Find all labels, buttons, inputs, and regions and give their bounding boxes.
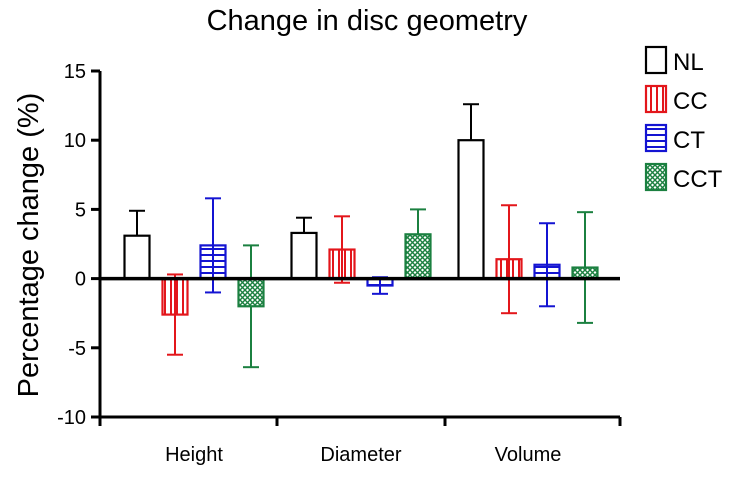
bar-cct-height xyxy=(237,277,265,308)
bar-cct-diameter xyxy=(404,233,432,280)
y-tick-label: 5 xyxy=(75,199,86,221)
legend-label-ct: CT xyxy=(673,127,705,154)
bar-cc-diameter xyxy=(328,248,356,280)
legend-swatch-nl xyxy=(644,45,668,75)
chart-title: Change in disc geometry xyxy=(207,5,528,37)
y-tick-label: 10 xyxy=(64,130,86,152)
bar-nl-volume xyxy=(457,139,485,280)
y-tick-label: -10 xyxy=(57,407,86,429)
axes-layer: 15 10 5 0 -5 -10 Height Diameter Volume xyxy=(57,61,622,466)
y-axis-label: Percentage change (%) xyxy=(13,93,45,398)
bar-nl-height xyxy=(123,234,151,280)
legend-label-nl: NL xyxy=(673,49,704,76)
x-category-label: Volume xyxy=(495,444,562,466)
bar-cc-volume xyxy=(495,258,523,280)
y-tick-label: 15 xyxy=(64,61,86,83)
legend-swatch-ct xyxy=(644,123,668,153)
y-tick-label: -5 xyxy=(68,338,86,360)
y-tick-label: 0 xyxy=(75,269,86,291)
legend-label-cct: CCT xyxy=(673,166,723,193)
bar-nl-diameter xyxy=(290,231,318,280)
bars-layer xyxy=(123,103,599,369)
legend-swatch-cct xyxy=(644,162,668,192)
legend-swatch-cc xyxy=(644,84,668,114)
legend-label-cc: CC xyxy=(673,88,708,115)
legend: NL CC CT CCT xyxy=(644,45,723,193)
x-category-label: Height xyxy=(165,444,223,466)
x-category-label: Diameter xyxy=(320,444,401,466)
bar-ct-height xyxy=(199,244,227,280)
bar-cc-height xyxy=(161,277,189,316)
bar-ct-volume xyxy=(533,263,561,280)
